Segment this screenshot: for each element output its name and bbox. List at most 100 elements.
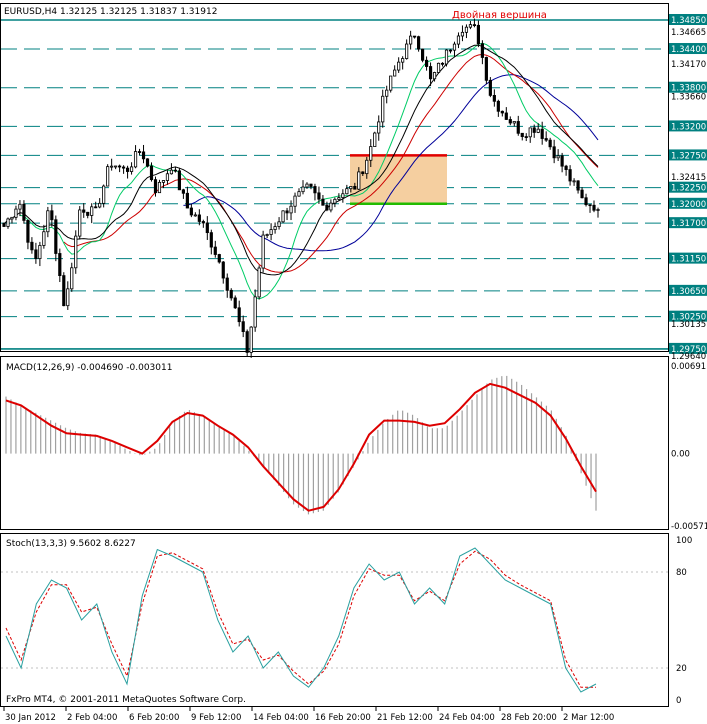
level-label-bg xyxy=(669,217,707,229)
candle-body xyxy=(492,95,496,102)
level-label: 1.30650 xyxy=(671,287,706,297)
price-tick: 1.34170 xyxy=(671,60,706,70)
candle-body xyxy=(536,128,540,133)
price-tick: 1.34665 xyxy=(671,28,706,38)
candle-body xyxy=(333,198,337,204)
level-label: 1.31700 xyxy=(671,219,706,229)
stoch-axis: 100 80 20 0 xyxy=(676,536,692,706)
candle-body xyxy=(345,188,349,195)
level-label-bg xyxy=(669,342,707,354)
candle-body xyxy=(496,100,500,112)
candle-body xyxy=(568,169,572,182)
candle-body xyxy=(6,218,10,227)
stoch-main-line xyxy=(5,547,597,693)
candle-body xyxy=(253,296,257,328)
candle-body xyxy=(285,210,289,214)
time-tick: 21 Feb 12:00 xyxy=(377,713,433,723)
candle-body xyxy=(177,170,181,191)
stoch-levels xyxy=(1,571,668,669)
candle-body xyxy=(464,26,469,33)
time-tick: 16 Feb 20:00 xyxy=(315,713,371,723)
candle-body xyxy=(169,169,174,175)
candle-body xyxy=(528,127,532,138)
level-label-bg xyxy=(669,181,707,193)
candle-body xyxy=(110,165,114,168)
level-label: 1.33800 xyxy=(671,84,706,94)
level-label: 1.33200 xyxy=(671,122,706,132)
candle-body xyxy=(544,138,548,141)
candle-body xyxy=(197,214,201,222)
candle-body xyxy=(524,136,528,138)
stoch-signal-line xyxy=(5,550,596,688)
double-top-annotation: Двойная вершина xyxy=(452,10,547,21)
candle-body xyxy=(504,112,508,120)
moving-averages xyxy=(3,42,599,300)
time-tick: 2 Mar 12:00 xyxy=(563,713,614,723)
candle-body xyxy=(421,48,425,61)
level-label: 1.34850 xyxy=(671,16,706,26)
candle-body xyxy=(516,121,520,134)
candle-body xyxy=(122,166,126,169)
level-label: 1.32250 xyxy=(671,184,706,194)
candle-body xyxy=(133,151,138,168)
candle-body xyxy=(444,49,449,65)
candle-body xyxy=(153,179,158,194)
candle-body xyxy=(564,165,568,170)
candle-body xyxy=(277,221,281,227)
candle-body xyxy=(576,180,580,191)
candle-body xyxy=(118,165,122,168)
candle-body xyxy=(508,119,512,124)
candle-body xyxy=(22,203,26,221)
candle-body xyxy=(588,204,592,207)
candle-body xyxy=(209,232,213,248)
macd-axis: 0.00691 0.00 -0.00571 xyxy=(671,362,707,532)
candle-body xyxy=(149,165,154,181)
candle-body xyxy=(548,139,552,148)
candle-body xyxy=(317,192,321,200)
candle-body xyxy=(301,186,305,193)
candle-body xyxy=(185,192,189,209)
level-label-bg xyxy=(669,252,707,264)
level-label-bg xyxy=(669,284,707,296)
candle-body xyxy=(229,289,233,299)
candle-body xyxy=(556,155,560,159)
level-label-bg xyxy=(669,149,707,161)
candle-body xyxy=(225,277,229,291)
copyright-footer: FxPro MT4, © 2001-2011 MetaQuotes Softwa… xyxy=(6,695,246,705)
level-label: 1.34400 xyxy=(671,45,706,55)
candle-body xyxy=(205,222,209,234)
level-label: 1.30250 xyxy=(671,313,706,323)
candle-body xyxy=(440,62,445,65)
candle-body xyxy=(297,191,301,197)
candle-body xyxy=(456,35,461,45)
candle-body xyxy=(325,204,329,211)
candle-body xyxy=(269,229,273,235)
stoch-tick: 100 xyxy=(676,536,692,546)
candle-body xyxy=(82,209,86,213)
candle-body xyxy=(34,249,38,259)
macd-tick: 0.00691 xyxy=(671,362,706,372)
candle-body xyxy=(165,173,170,181)
price-tick: 1.33660 xyxy=(671,93,706,103)
candle-body xyxy=(141,151,146,160)
candle-body xyxy=(281,210,285,223)
candle-body xyxy=(337,197,341,200)
candle-body xyxy=(480,43,484,58)
candle-body xyxy=(273,226,277,230)
price-tick: 1.32415 xyxy=(671,173,706,183)
price-panel xyxy=(0,3,669,352)
candle-body xyxy=(428,66,433,80)
stoch-panel xyxy=(0,533,669,707)
candle-body xyxy=(217,254,221,263)
macd-title: MACD(12,26,9) -0.004690 -0.003011 xyxy=(6,363,172,373)
candle-body xyxy=(78,209,82,237)
candle-body xyxy=(532,127,536,133)
macd-histogram xyxy=(5,375,597,515)
stoch-tick: 0 xyxy=(676,696,681,706)
level-label-bg xyxy=(669,14,707,25)
level-label-bg xyxy=(669,120,707,132)
time-tick: 24 Feb 04:00 xyxy=(439,713,495,723)
chart-header: EURUSD,H4 1.32125 1.32125 1.31837 1.3191… xyxy=(4,7,217,17)
candle-body xyxy=(393,69,397,77)
candle-body xyxy=(560,155,564,167)
